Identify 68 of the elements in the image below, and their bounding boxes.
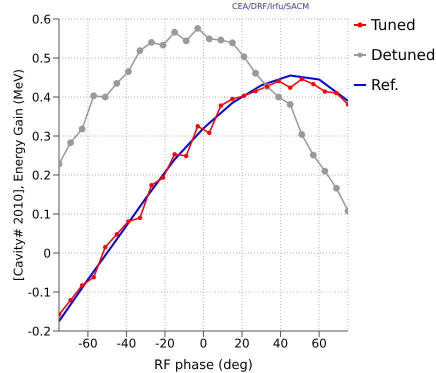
point — [171, 28, 178, 36]
point — [194, 24, 202, 32]
point — [91, 274, 96, 280]
point — [298, 131, 306, 138]
y-tick-label: -0.1 — [28, 285, 51, 300]
point — [334, 90, 339, 96]
x-tick-label: 20 — [234, 336, 250, 351]
y-tick-label: 0.6 — [32, 12, 51, 26]
point — [321, 168, 328, 174]
point — [333, 184, 340, 192]
point — [229, 39, 236, 46]
point — [160, 42, 166, 49]
y-tick-label: -0.2 — [28, 324, 51, 338]
legend-label: Ref. — [371, 76, 399, 94]
point — [184, 154, 188, 158]
x-tick-label: 0 — [200, 336, 208, 351]
point — [300, 76, 304, 82]
point — [113, 80, 120, 87]
point — [286, 101, 294, 108]
point — [136, 47, 144, 54]
point — [311, 82, 316, 86]
y-tick-label: 0.1 — [32, 207, 51, 222]
x-tick-label: 60 — [311, 336, 327, 351]
point — [90, 92, 98, 100]
text: CEA/DRF/Irfu/SACM — [232, 2, 310, 11]
point — [276, 78, 281, 84]
y-tick-label: 0.2 — [32, 168, 51, 182]
x-tick-label: -40 — [116, 336, 136, 351]
point — [310, 152, 317, 159]
point — [206, 35, 213, 42]
point — [148, 39, 155, 46]
point — [217, 36, 224, 44]
point — [207, 130, 212, 136]
y-axis-title: [Cavity# 2010], Energy Gain (MeV) — [11, 69, 26, 281]
point — [172, 152, 177, 157]
y-tick-label: 0 — [43, 246, 51, 260]
point — [182, 37, 190, 44]
point — [126, 219, 131, 224]
x-tick-label: -60 — [78, 336, 98, 351]
legend-label: Tuned — [371, 16, 416, 34]
x-tick-label: 40 — [272, 336, 288, 351]
point — [253, 88, 258, 94]
point — [160, 176, 166, 180]
point — [78, 126, 86, 132]
y-tick-label: 0.3 — [32, 129, 51, 144]
y-tick-label: 0.4 — [32, 90, 51, 104]
point — [196, 124, 200, 128]
point — [114, 232, 119, 236]
x-tick-label: -20 — [155, 336, 175, 351]
point — [252, 70, 259, 77]
point — [230, 96, 235, 102]
point — [218, 103, 224, 108]
point — [103, 244, 108, 250]
point — [80, 283, 84, 288]
point — [242, 94, 246, 98]
x-axis-title: RF phase (deg) — [154, 358, 253, 373]
point — [322, 89, 328, 94]
legend-label: Detuned — [371, 46, 436, 64]
point — [67, 139, 74, 146]
y-tick-label: 0.5 — [32, 51, 51, 66]
point — [275, 94, 282, 100]
point — [102, 94, 109, 100]
point — [288, 85, 292, 90]
point — [124, 68, 132, 76]
point — [138, 216, 142, 220]
point — [68, 298, 73, 302]
point — [149, 182, 154, 188]
point — [240, 53, 248, 60]
